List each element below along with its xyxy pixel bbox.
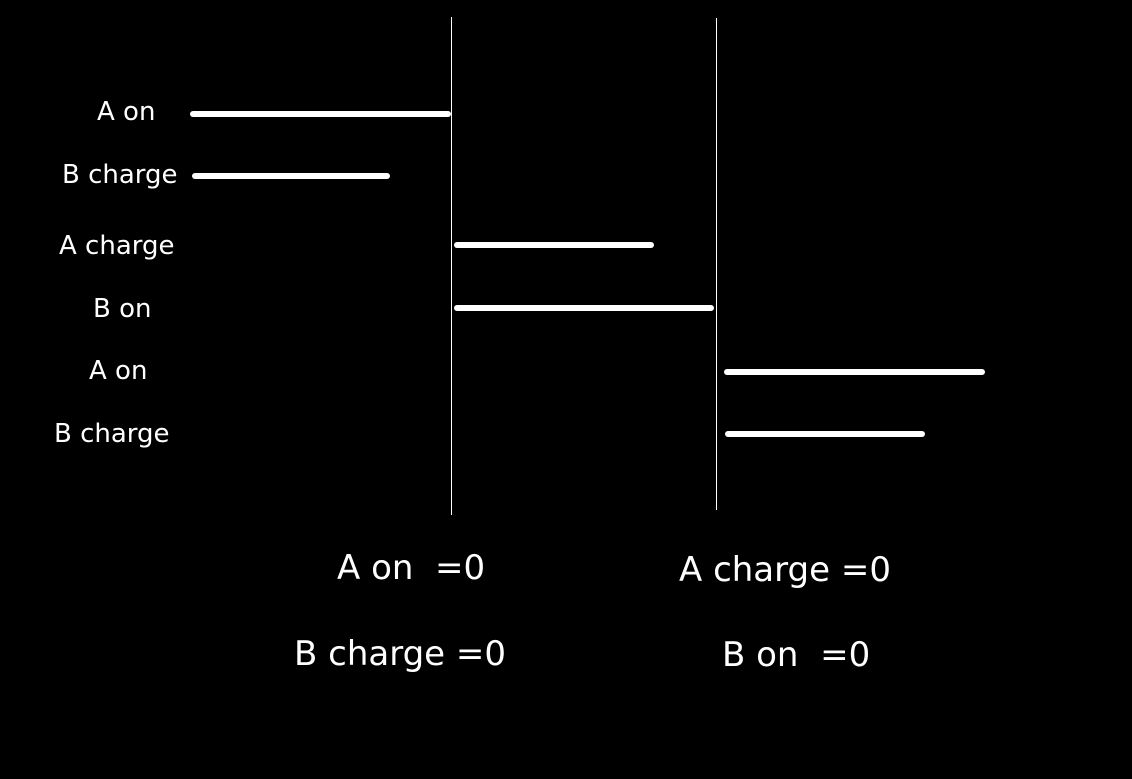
bar-a-on-1 — [190, 111, 451, 117]
bar-a-charge — [454, 242, 654, 248]
bar-b-charge-2 — [725, 431, 925, 437]
row-label-a-charge: A charge — [59, 231, 175, 261]
row-label-a-on-1: A on — [97, 97, 156, 127]
bar-a-on-2 — [724, 369, 985, 375]
divider-line-2 — [716, 18, 717, 510]
condition-right-line2: B on =0 — [722, 635, 871, 675]
row-label-b-charge-2: B charge — [54, 419, 170, 449]
condition-left-line1: A on =0 — [337, 548, 486, 588]
row-label-b-charge-1: B charge — [62, 160, 178, 190]
condition-left-line2: B charge =0 — [294, 634, 507, 674]
bar-b-charge-1 — [192, 173, 390, 179]
divider-line-1 — [451, 17, 452, 515]
row-label-b-on: B on — [93, 294, 152, 324]
row-label-a-on-2: A on — [89, 356, 148, 386]
condition-right-line1: A charge =0 — [679, 550, 891, 590]
bar-b-on — [454, 305, 714, 311]
